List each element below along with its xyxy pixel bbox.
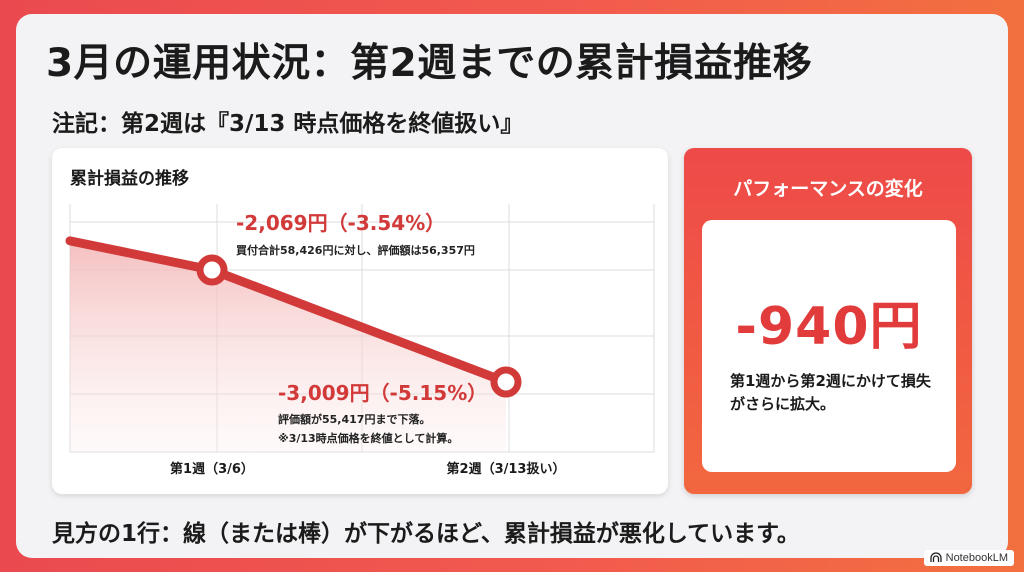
x-tick-label-week1: 第1週（3/6） [170,461,254,477]
page-subtitle: 注記：第2週は『3/13 時点価格を終値扱い』 [52,111,524,137]
notebooklm-logo-icon [929,552,942,562]
notebooklm-watermark: NotebookLM [923,550,1014,566]
annotation-week2: 評価額が55,417円まで下落。 [278,412,430,426]
performance-card: パフォーマンスの変化 -940円 第1週から第2週にかけて損失がさらに拡大。 [684,148,972,494]
data-point-2 [490,366,522,398]
performance-inner-panel: -940円 第1週から第2週にかけて損失がさらに拡大。 [702,220,956,472]
footer-note: 見方の1行：線（または棒）が下がるほど、累計損益が悪化しています。 [52,521,800,547]
annotation-week2-note: ※3/13時点価格を終値として計算。 [278,431,458,445]
watermark-text: NotebookLM [945,552,1008,564]
performance-title: パフォーマンスの変化 [733,178,923,200]
annotation-week1: 買付合計58,426円に対し、評価額は56,357円 [236,243,475,257]
data-point-1 [196,254,228,286]
data-label-week1: -2,069円（-3.54%） [236,211,445,235]
data-label-week2: -3,009円（-5.15%） [278,381,487,405]
x-tick-label-week2: 第2週（3/13扱い） [447,461,566,477]
page-title: 3月の運用状況：第2週までの累計損益推移 [46,41,813,86]
chart-title: 累計損益の推移 [70,169,189,189]
performance-description: 第1週から第2週にかけて損失がさらに拡大。 [730,372,931,413]
chart-card: 累計損益の推移 -2,069円（-3.54%） 買付合計58,426円に対し、評価… [52,148,668,494]
performance-value: -940円 [735,297,923,357]
area-fill [70,240,506,452]
cumulative-pl-chart: -2,069円（-3.54%） 買付合計58,426円に対し、評価額は56,357… [65,204,655,477]
